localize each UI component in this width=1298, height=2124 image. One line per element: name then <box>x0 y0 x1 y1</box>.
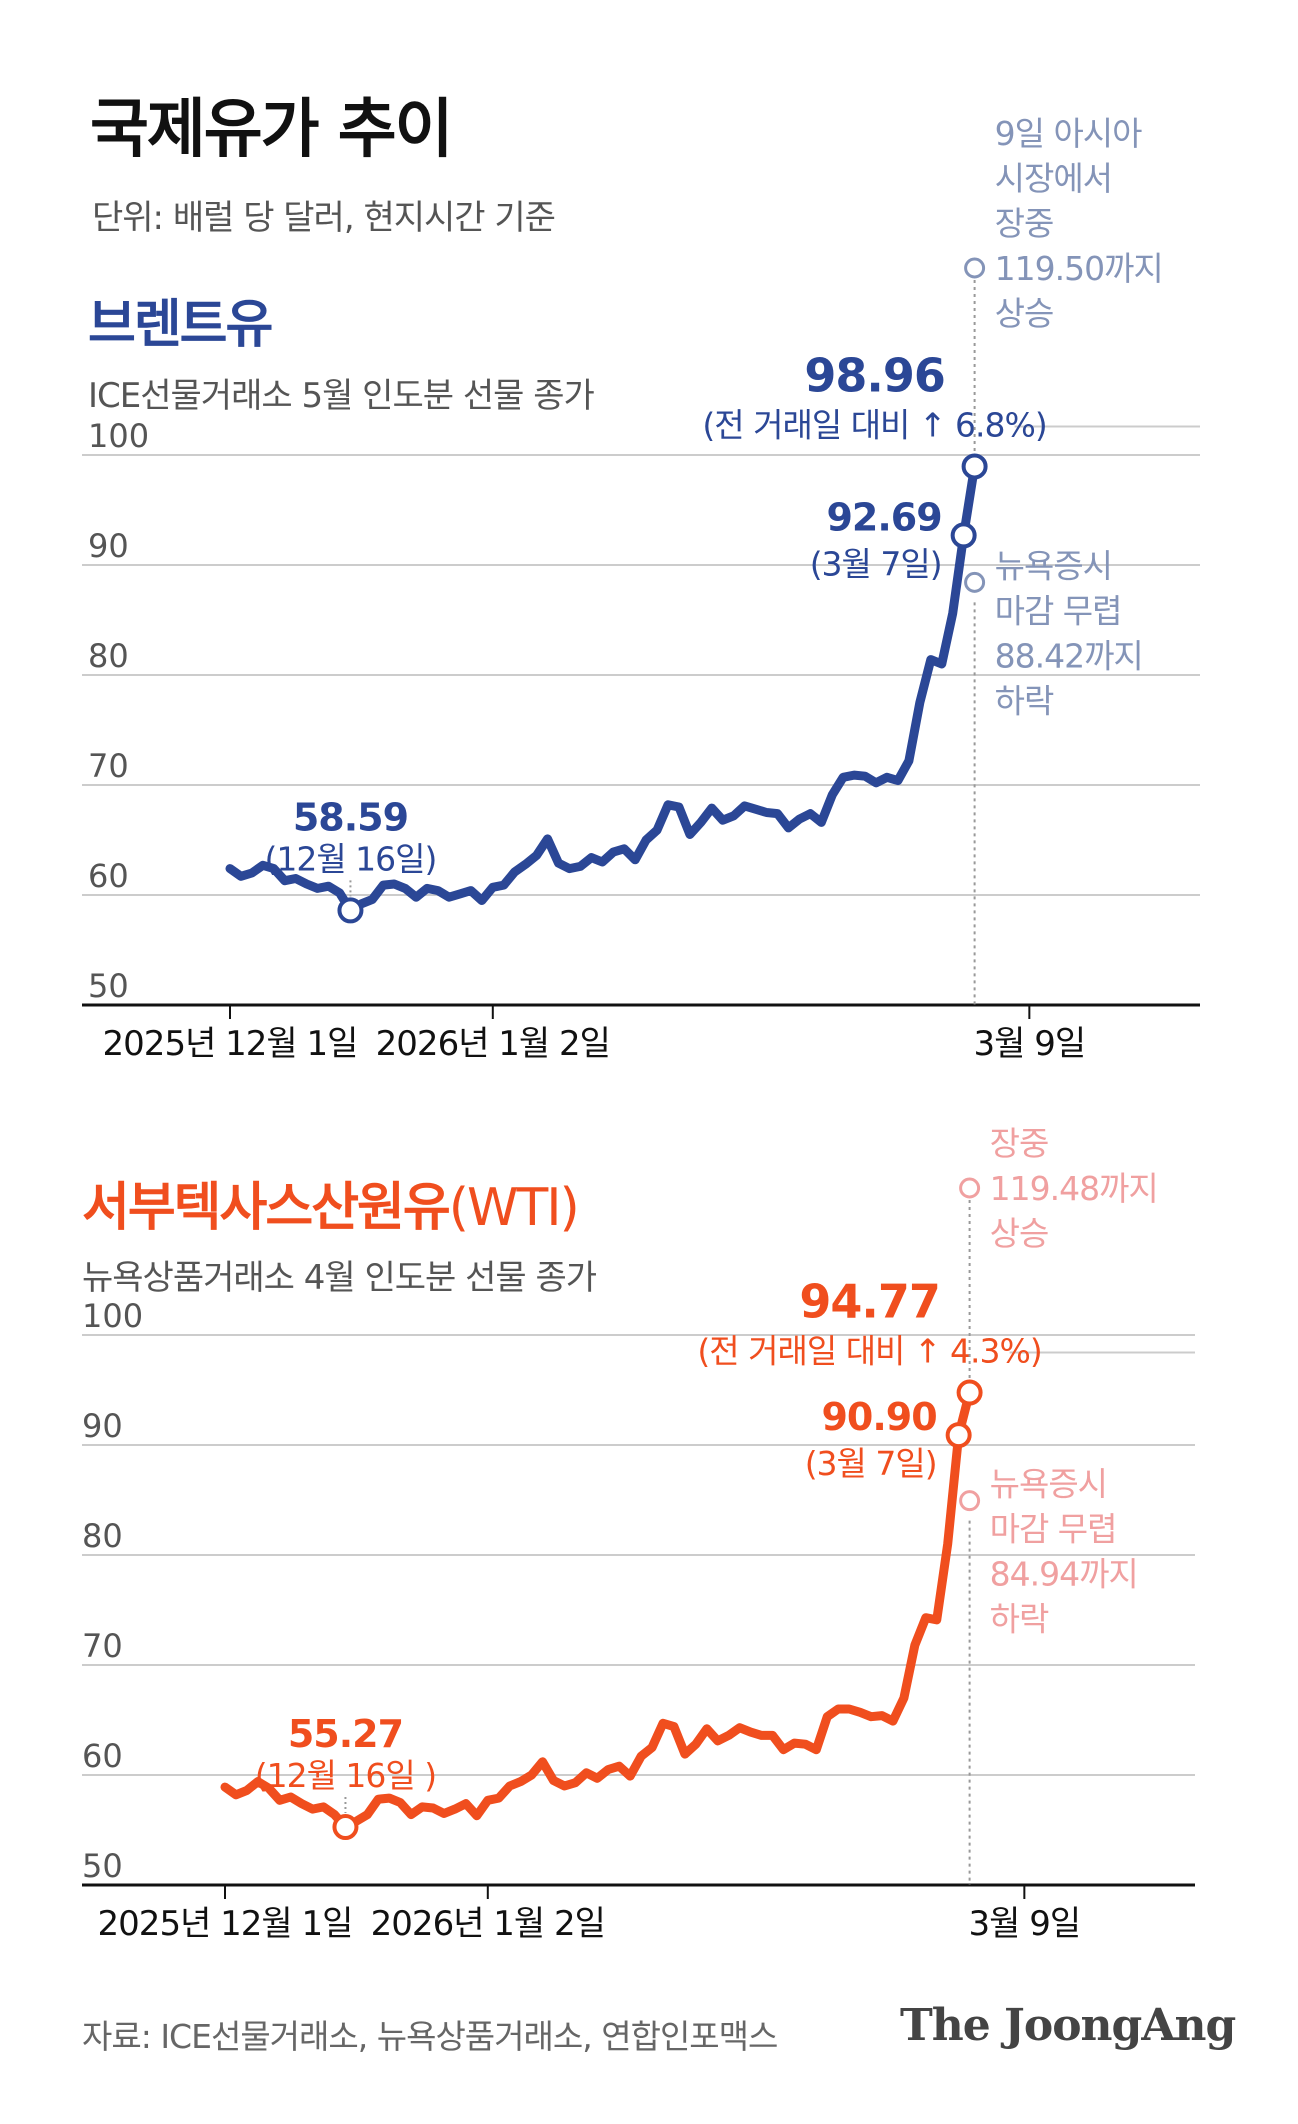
page-title: 국제유가 추이 <box>90 93 454 167</box>
intraday-high-note: 시장에서 <box>995 159 1112 198</box>
brent-chart-title: 브렌트유 <box>88 282 273 357</box>
source-note: 자료: ICE선물거래소, 뉴욕상품거래소, 연합인포맥스 <box>82 2017 778 2056</box>
intraday-high-note: 상승 <box>995 294 1054 333</box>
x-tick-label: 3월 9일 <box>969 1904 1081 1944</box>
close-low-note: 뉴욕증시 <box>995 546 1112 585</box>
highlight-point <box>337 897 364 924</box>
y-tick-label: 90 <box>82 1407 123 1445</box>
intraday-high-note: 장중 <box>990 1124 1049 1163</box>
brent-line-chart: 50 60 70 80 90 100 2025년 12월 1일 2026년 1월 2일 3월 9… <box>82 114 1200 1064</box>
intraday-high-note: 장중 <box>995 204 1054 243</box>
y-tick-label: 80 <box>82 1517 123 1555</box>
close-low-note: 마감 무렵 <box>995 591 1122 630</box>
close-low-note: 하락 <box>990 1600 1049 1639</box>
intraday-high-note: 119.50까지 <box>995 249 1163 288</box>
unit-note: 단위: 배럴 당 달러, 현지시간 기준 <box>92 198 556 238</box>
publisher-logo: The JoongAng <box>900 2000 1236 2051</box>
x-tick-label: 2025년 12월 1일 <box>103 1024 358 1064</box>
intraday-high-note: 상승 <box>990 1214 1049 1253</box>
close-low-note: 뉴욕증시 <box>990 1465 1107 1504</box>
y-tick-label: 100 <box>82 1297 143 1335</box>
y-tick-label: 50 <box>88 967 129 1005</box>
highlight-date-label: (3월 7일) <box>810 544 942 583</box>
highlight-point <box>945 1422 972 1449</box>
y-tick-label: 90 <box>88 527 129 565</box>
close-low-marker <box>959 1490 981 1512</box>
highlight-value-label: 94.77 <box>799 1275 940 1329</box>
close-low-marker <box>964 571 986 593</box>
x-tick-label: 3월 9일 <box>974 1024 1086 1064</box>
y-tick-label: 100 <box>88 417 149 455</box>
x-tick-label: 2025년 12월 1일 <box>98 1904 353 1944</box>
y-tick-label: 80 <box>88 637 129 675</box>
highlight-date-label: (12월 16일) <box>264 839 436 878</box>
highlight-date-label: (12월 16일 ) <box>255 1756 436 1795</box>
x-tick-label: 2026년 1월 2일 <box>376 1024 610 1064</box>
y-tick-label: 70 <box>88 747 129 785</box>
intraday-high-marker <box>959 1177 981 1199</box>
x-tick-label: 2026년 1월 2일 <box>371 1904 605 1944</box>
wti-line-chart: 50 60 70 80 90 100 2025년 12월 1일 2026년 1월 2일 3월 9… <box>82 1124 1195 1944</box>
highlight-point <box>332 1814 359 1841</box>
highlight-value-label: 58.59 <box>293 795 408 839</box>
highlight-value-label: 98.96 <box>804 348 945 402</box>
highlight-point <box>950 522 977 549</box>
close-low-note: 하락 <box>995 681 1054 720</box>
intraday-high-note: 9일 아시아 <box>995 114 1143 153</box>
highlight-date-label: (전 거래일 대비 ↑ 4.3%) <box>697 1332 1041 1371</box>
highlight-point <box>956 1379 983 1406</box>
intraday-high-marker <box>964 257 986 279</box>
wti-title-text: 서부텍사스산원유 <box>82 1178 451 1238</box>
y-tick-label: 60 <box>88 857 129 895</box>
y-tick-label: 70 <box>82 1627 123 1665</box>
highlight-date-label: (3월 7일) <box>805 1444 937 1483</box>
highlight-point <box>961 453 988 480</box>
wti-chart-title: 서부텍사스산원유(WTI) <box>82 1165 580 1240</box>
highlight-value-label: 90.90 <box>821 1395 936 1439</box>
intraday-high-note: 119.48까지 <box>990 1169 1158 1208</box>
close-low-note: 88.42까지 <box>995 636 1143 675</box>
wti-chart-subtitle: 뉴욕상품거래소 4월 인도분 선물 종가 <box>82 1258 597 1298</box>
highlight-value-label: 55.27 <box>288 1712 403 1756</box>
close-low-note: 84.94까지 <box>990 1555 1138 1594</box>
brent-chart-subtitle: ICE선물거래소 5월 인도분 선물 종가 <box>88 376 595 416</box>
brent-title-text: 브렌트유 <box>88 295 273 355</box>
close-low-note: 마감 무렵 <box>990 1510 1117 1549</box>
highlight-value-label: 92.69 <box>826 495 941 539</box>
wti-title-suffix: (WTI) <box>448 1178 580 1238</box>
y-tick-label: 50 <box>82 1847 123 1885</box>
y-tick-label: 60 <box>82 1737 123 1775</box>
highlight-date-label: (전 거래일 대비 ↑ 6.8%) <box>702 405 1046 444</box>
